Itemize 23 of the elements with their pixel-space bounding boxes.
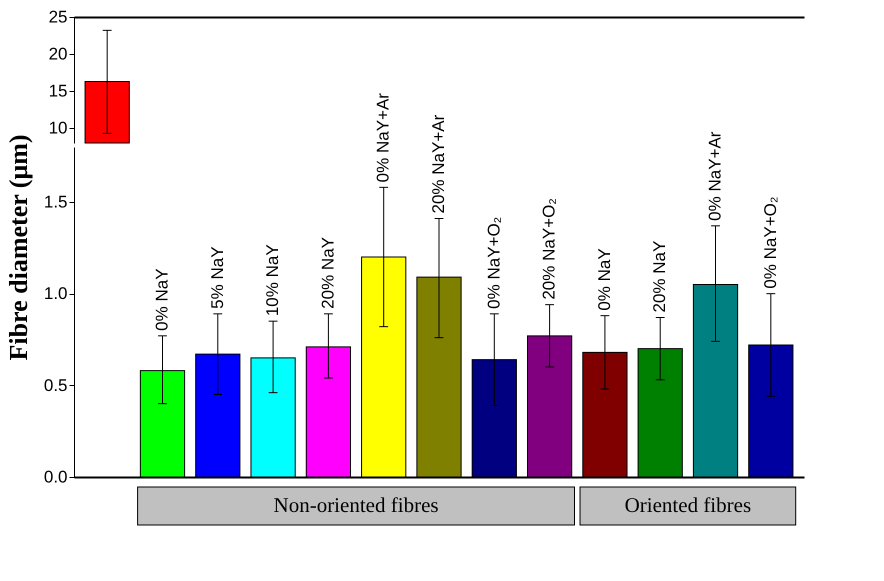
y-tick-label: 1.5 — [44, 192, 68, 212]
category-label: 20% NaY — [650, 240, 670, 312]
category-label: 10% NaY — [263, 244, 282, 316]
category-label: 0% NaY+O₂ — [760, 196, 780, 289]
y-axis-title: Fibre diameter (μm) — [4, 134, 33, 361]
y-tick-label: 10 — [48, 118, 68, 138]
y-tick-label: 20 — [48, 44, 68, 64]
text: Oriented fibres — [624, 493, 752, 517]
y-tick-label: 0.5 — [44, 376, 68, 395]
category-label: 0% NaY+Ar — [706, 132, 725, 221]
category-label: 0% NaY — [152, 268, 172, 331]
y-tick-label: 25 — [48, 8, 68, 26]
y-tick-label: 1.0 — [44, 284, 68, 304]
y-tick-label: 15 — [48, 82, 68, 101]
category-label: 0% NaY+O₂ — [484, 216, 504, 309]
category-label: 20% NaY+Ar — [429, 114, 448, 214]
text: Non-oriented fibres — [274, 493, 439, 517]
category-label: 0% NaY — [594, 248, 614, 311]
y-tick-label: 0.0 — [44, 468, 68, 486]
category-label: 5% NaY — [208, 246, 227, 309]
category-label: 0% NaY+Ar — [374, 93, 393, 182]
category-label: 20% NaY — [318, 237, 338, 309]
category-label: 20% NaY+O₂ — [540, 198, 559, 300]
